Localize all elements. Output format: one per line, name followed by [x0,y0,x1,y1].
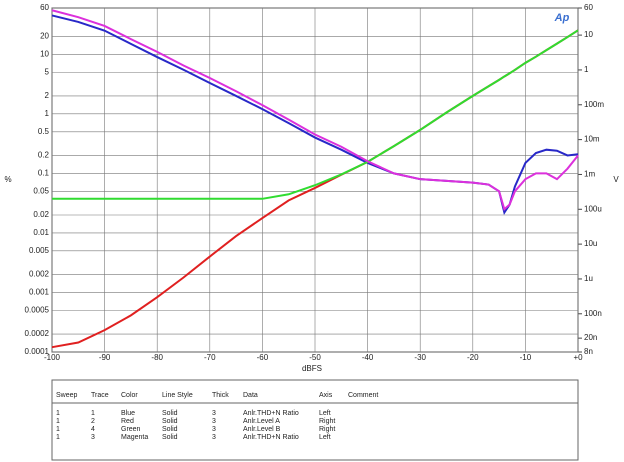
table-cell: 1 [56,434,60,441]
y2-tick-label: 10u [584,239,597,248]
y2-tick-label: 1u [584,274,593,283]
y2-axis-label: V [613,175,619,184]
x-tick-label: -100 [44,353,61,362]
table-cell: Anlr.Level B [243,426,281,433]
table-header: Line Style [162,392,193,399]
y-tick-label: 0.0005 [25,305,50,314]
x-tick-label: -70 [204,353,216,362]
table-header: Sweep [56,392,78,399]
y-tick-label: 0.2 [38,151,50,160]
y-tick-label: 0.05 [33,186,49,195]
x-tick-label: -50 [309,353,321,362]
y-tick-label: 0.005 [29,246,50,255]
table-cell: 1 [56,426,60,433]
x-tick-label: -20 [467,353,479,362]
table-cell: Solid [162,434,178,441]
y-tick-label: 0.5 [38,127,50,136]
y2-tick-label: 10 [584,30,593,39]
x-tick-label: -90 [99,353,111,362]
table-header: Thick [212,392,229,399]
table-cell: Anlr.Level A [243,418,280,425]
y2-tick-label: 10m [584,135,600,144]
y-tick-label: 0.001 [29,288,50,297]
y-tick-label: 0.01 [33,228,49,237]
legend-table [51,379,579,461]
table-cell: 1 [56,410,60,417]
y-tick-label: 0.0002 [25,329,50,338]
table-cell: 3 [212,426,216,433]
y-tick-label: 1 [45,109,50,118]
table-cell: Left [319,410,331,417]
y2-tick-label: 1 [584,65,589,74]
table-cell: Blue [121,410,135,417]
table-cell: 3 [212,418,216,425]
table-header: Trace [91,392,109,399]
table-cell: Solid [162,418,178,425]
table-cell: Left [319,434,331,441]
table-cell: Anlr.THD+N Ratio [243,434,299,441]
logo: Ap [554,12,570,24]
y2-tick-label: 20n [584,333,597,342]
table-header: Axis [319,392,333,399]
y2-tick-label: 8n [584,347,593,356]
x-tick-label: -60 [257,353,269,362]
y2-tick-label: 100n [584,309,602,318]
table-cell: 4 [91,426,95,433]
table-header: Comment [348,392,378,399]
y2-tick-label: 100m [584,100,604,109]
y2-tick-label: 1m [584,170,595,179]
table-cell: Solid [162,410,178,417]
table-cell: 1 [56,418,60,425]
table-cell: Anlr.THD+N Ratio [243,410,299,417]
table-cell: 1 [91,410,95,417]
table-cell: 3 [91,434,95,441]
table-cell: 3 [212,410,216,417]
table-header: Data [243,392,258,399]
x-tick-label: -30 [414,353,426,362]
x-axis-label: dBFS [302,364,322,373]
series-line [52,29,579,200]
y-tick-label: 0.1 [38,169,50,178]
y-tick-label: 20 [40,32,49,41]
y-tick-label: 10 [40,49,49,58]
x-tick-label: -10 [520,353,532,362]
y-tick-label: 60 [40,3,49,12]
table-cell: 2 [91,418,95,425]
x-tick-label: -80 [151,353,163,362]
y2-tick-label: 60 [584,3,593,12]
table-cell: Solid [162,426,178,433]
y2-tick-label: 100u [584,204,602,213]
table-cell: Red [121,418,134,425]
table-header: Color [121,392,138,399]
y-tick-label: 0.002 [29,270,50,279]
table-cell: 3 [212,434,216,441]
table-cell: Right [319,426,335,433]
table-cell: Green [121,426,141,433]
y-tick-label: 0.02 [33,210,49,219]
x-tick-label: +0 [573,353,583,362]
series-line [51,9,579,212]
table-cell: Right [319,418,335,425]
y-tick-label: 5 [45,67,50,76]
x-tick-label: -40 [362,353,374,362]
y-axis-label: % [4,175,11,184]
table-cell: Magenta [121,434,148,441]
y-tick-label: 2 [45,91,50,100]
y-tick-label: 0.0001 [25,347,50,356]
